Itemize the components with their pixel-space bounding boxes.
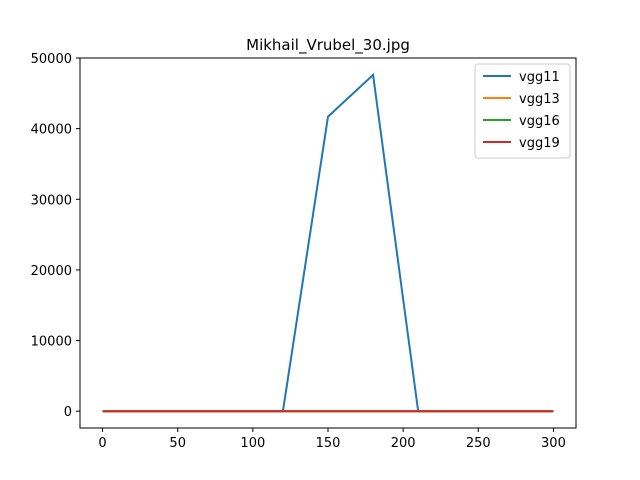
legend-box [474,63,571,159]
legend-label-vgg11: vgg11 [519,70,560,85]
x-tick-label: 300 [541,436,566,451]
x-tick-label: 200 [391,436,416,451]
y-tick-label: 30000 [31,193,72,208]
legend-label-vgg19: vgg19 [519,136,560,151]
y-tick-label: 40000 [31,123,72,138]
y-tick-label: 50000 [31,52,72,67]
chart-title: Mikhail_Vrubel_30.jpg [246,36,410,55]
axes-frame [79,57,577,429]
y-tick-label: 10000 [31,335,72,350]
x-tick-label: 250 [466,436,491,451]
x-tick-label: 100 [240,436,265,451]
legend: vgg11 vgg13 vgg16 vgg19 [474,63,571,159]
series-lines [102,72,554,413]
x-axis: 0 50 100 150 200 250 300 [98,428,566,451]
y-tick-label: 20000 [31,264,72,279]
x-tick-label: 150 [316,436,341,451]
y-tick-label: 0 [64,405,72,420]
y-axis: 0 10000 20000 30000 40000 50000 [31,52,80,420]
legend-label-vgg16: vgg16 [519,114,560,129]
legend-label-vgg13: vgg13 [519,92,560,107]
x-tick-label: 50 [169,436,186,451]
x-tick-label: 0 [98,436,106,451]
